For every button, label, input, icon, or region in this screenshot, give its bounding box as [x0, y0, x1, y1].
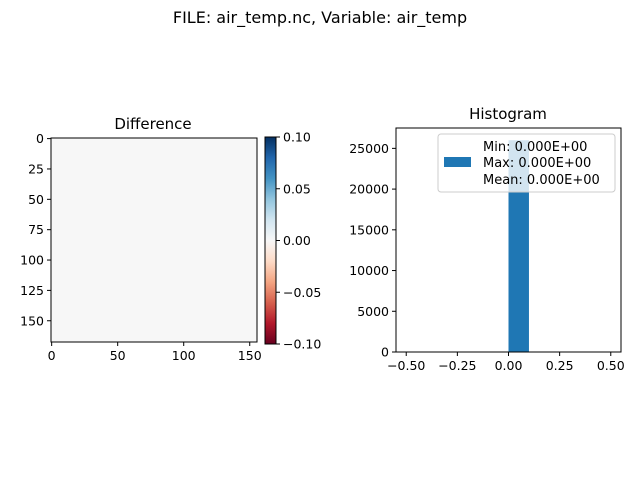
- histogram-legend: Min: 0.000E+00 Max: 0.000E+00 Mean: 0.00…: [437, 133, 616, 193]
- difference-x-tick-label: 100: [172, 348, 196, 363]
- histogram-y-ticks: 0 5000 10000 15000 20000 25000: [349, 141, 396, 360]
- difference-panel: Difference 0 50 100 150 0 25 50 75 100 125 150: [20, 115, 262, 363]
- colorbar-tick-label: 0.05: [283, 181, 311, 196]
- histogram-title: Histogram: [469, 105, 547, 123]
- histogram-bar: [508, 140, 529, 352]
- difference-x-tick-label: 50: [110, 348, 126, 363]
- colorbar-ticks: 0.10 0.05 0.00 −0.05 −0.10: [276, 130, 321, 352]
- difference-frame: [50, 137, 258, 343]
- colorbar-gradient: [265, 137, 276, 344]
- colorbar-tick-label: −0.05: [283, 285, 321, 300]
- difference-y-tick-label: 125: [20, 283, 44, 298]
- histogram-y-tick-label: 20000: [349, 182, 389, 197]
- histogram-bars: [508, 140, 529, 352]
- colorbar: 0.10 0.05 0.00 −0.05 −0.10: [264, 130, 321, 352]
- histogram-x-tick-label: −0.50: [387, 358, 425, 373]
- legend-swatch: [444, 157, 471, 167]
- colorbar-tick-label: −0.10: [283, 337, 321, 352]
- histogram-y-tick-label: 15000: [349, 222, 389, 237]
- difference-title: Difference: [114, 115, 191, 133]
- difference-y-tick-label: 75: [28, 222, 44, 237]
- histogram-x-tick-label: 0.50: [597, 358, 625, 373]
- difference-x-ticks: 0 50 100 150: [48, 342, 262, 363]
- difference-y-tick-label: 50: [28, 192, 44, 207]
- difference-y-ticks: 0 25 50 75 100 125 150: [20, 131, 51, 328]
- difference-y-tick-label: 0: [36, 131, 44, 146]
- legend-line-mean: Mean: 0.000E+00: [483, 173, 600, 188]
- legend-line-min: Min: 0.000E+00: [483, 140, 587, 155]
- colorbar-tick-label: 0.00: [283, 233, 311, 248]
- histogram-x-ticks: −0.50 −0.25 0.00 0.25 0.50: [387, 352, 625, 373]
- histogram-y-tick-label: 5000: [357, 304, 389, 319]
- histogram-panel: Histogram −0.50 −0.25 0.00 0.25 0.50 0 5000 10…: [349, 105, 624, 373]
- histogram-y-tick-label: 10000: [349, 263, 389, 278]
- histogram-x-tick-label: 0.00: [495, 358, 523, 373]
- difference-x-tick-label: 150: [238, 348, 262, 363]
- difference-x-tick-label: 0: [48, 348, 56, 363]
- histogram-y-tick-label: 0: [381, 345, 389, 360]
- difference-y-tick-label: 25: [28, 161, 44, 176]
- difference-field: [51, 138, 257, 342]
- difference-y-tick-label: 100: [20, 253, 44, 268]
- histogram-x-tick-label: 0.25: [546, 358, 574, 373]
- difference-y-tick-label: 150: [20, 313, 44, 328]
- legend-line-max: Max: 0.000E+00: [483, 156, 591, 171]
- figure-suptitle: FILE: air_temp.nc, Variable: air_temp: [172, 8, 468, 27]
- legend-box: [437, 133, 616, 193]
- colorbar-tick-label: 0.10: [283, 130, 311, 145]
- histogram-x-tick-label: −0.25: [438, 358, 476, 373]
- histogram-y-tick-label: 25000: [349, 141, 389, 156]
